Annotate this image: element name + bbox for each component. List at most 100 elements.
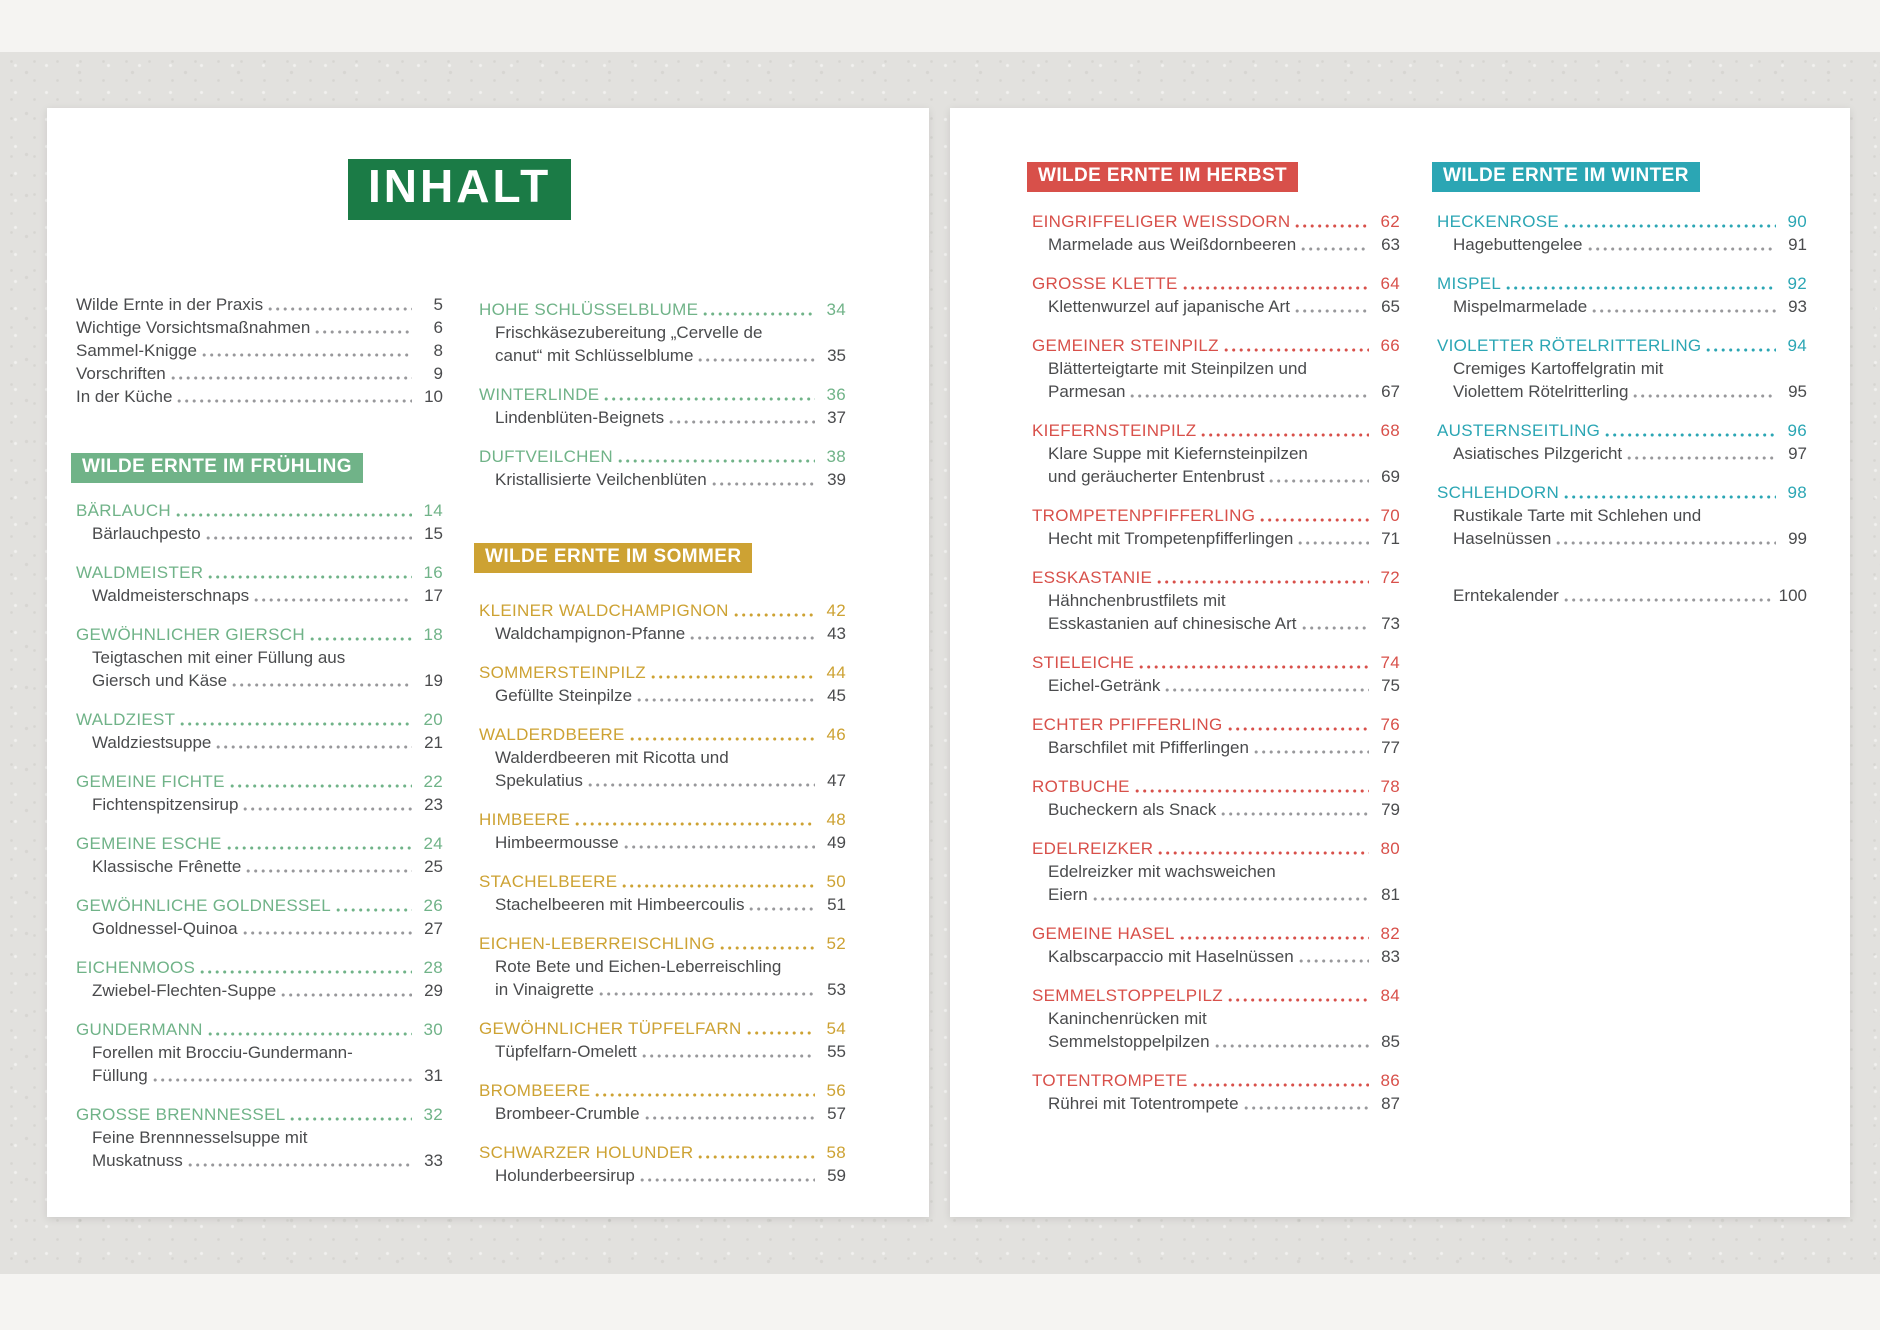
toc-entry: BÄRLAUCH 14 Bärlauchpesto 15 <box>76 499 443 545</box>
section-header-sommer: WILDE ERNTE IM SOMMER <box>474 543 753 573</box>
dot-leader <box>187 1149 412 1172</box>
dot-leader <box>641 1040 815 1063</box>
toc-entry: WALDMEISTER 16 Waldmeisterschnaps 17 <box>76 561 443 607</box>
recipe-row: Füllung 31 <box>76 1064 443 1087</box>
toc-label: Wilde Ernte in der Praxis <box>76 295 264 314</box>
dot-leader <box>177 385 412 408</box>
dot-leader <box>152 1064 412 1087</box>
dot-leader <box>1165 674 1369 697</box>
toc-label: Hagebuttengelee <box>1453 235 1583 254</box>
page-number: 98 <box>1787 483 1807 502</box>
recipe-row: Bucheckern als Snack 79 <box>1032 798 1400 821</box>
dot-leader <box>622 870 815 893</box>
toc-label: Frischkäsezubereitung „Cervelle de <box>495 323 763 342</box>
toc-entry: SCHWARZER HOLUNDER 58 Holunderbeersirup 59 <box>479 1141 846 1187</box>
dot-leader <box>201 339 412 362</box>
dot-leader <box>623 831 815 854</box>
left-column-1: Wilde Ernte in der Praxis 5 Wichtige Vorsi… <box>71 293 443 1188</box>
dot-leader <box>180 708 412 731</box>
toc-label: DUFTVEILCHEN <box>479 447 613 466</box>
dot-leader <box>1253 736 1369 759</box>
dot-leader <box>1587 233 1776 256</box>
dot-leader <box>595 1079 815 1102</box>
page-number: 24 <box>423 834 443 853</box>
recipe-row: Cremiges Kartoffelgratin mit <box>1437 357 1807 380</box>
page-number: 79 <box>1381 800 1400 819</box>
species-row: GROSSE KLETTE 64 <box>1032 272 1400 295</box>
species-row: GEMEINER STEINPILZ 66 <box>1032 334 1400 357</box>
page-number: 75 <box>1381 676 1400 695</box>
toc-label: Hähnchenbrustfilets mit <box>1048 591 1226 610</box>
page-number: 58 <box>826 1143 846 1162</box>
page-number: 19 <box>424 671 443 690</box>
recipe-row: Marmelade aus Weißdornbeeren 63 <box>1032 233 1400 256</box>
dot-leader <box>1157 566 1369 589</box>
dot-leader <box>1563 584 1774 607</box>
toc-label: Rührei mit Totentrompete <box>1048 1094 1239 1113</box>
species-row: WALDERDBEERE 46 <box>479 723 846 746</box>
toc-label: GROSSE BRENNNESSEL <box>76 1105 286 1124</box>
page-number: 9 <box>433 364 443 383</box>
toc-label: canut“ mit Schlüsselblume <box>495 346 694 365</box>
toc-label: KIEFERNSTEINPILZ <box>1032 421 1197 440</box>
page-number: 36 <box>826 385 846 404</box>
toc-label: GROSSE KLETTE <box>1032 274 1178 293</box>
page-number: 77 <box>1381 738 1400 757</box>
dot-leader <box>650 661 815 684</box>
recipe-row: Hagebuttengelee 91 <box>1437 233 1807 256</box>
page-number: 5 <box>433 295 443 314</box>
toc-label: Esskastanien auf chinesische Art <box>1048 614 1297 633</box>
dot-leader <box>690 622 815 645</box>
dot-leader <box>207 1018 412 1041</box>
toc-label: Blätterteigtarte mit Steinpilzen und <box>1048 359 1307 378</box>
species-row: SOMMERSTEINPILZ 44 <box>479 661 846 684</box>
page-number: 66 <box>1380 336 1400 355</box>
species-row: VIOLETTER RÖTELRITTERLING 94 <box>1437 334 1807 357</box>
page-title-text: INHALT <box>368 160 552 212</box>
dot-leader <box>1182 272 1369 295</box>
recipe-row: Kristallisierte Veilchenblüten 39 <box>479 468 846 491</box>
page-number: 93 <box>1788 297 1807 316</box>
recipe-row: Holunderbeersirup 59 <box>479 1164 846 1187</box>
page-number: 68 <box>1380 421 1400 440</box>
dot-leader <box>1214 1030 1369 1053</box>
toc-entry: GROSSE BRENNNESSEL 32 Feine Brennnesselsup… <box>76 1103 443 1172</box>
toc-label: WALDMEISTER <box>76 563 204 582</box>
species-row: WINTERLINDE 36 <box>479 383 846 406</box>
dot-leader <box>617 445 815 468</box>
dot-leader <box>1221 798 1369 821</box>
species-row: SCHLEHDORN 98 <box>1437 481 1807 504</box>
recipe-row: Hähnchenbrustfilets mit <box>1032 589 1400 612</box>
page-number: 65 <box>1381 297 1400 316</box>
toc-label: Teigtaschen mit einer Füllung aus <box>92 648 346 667</box>
page-number: 34 <box>826 300 846 319</box>
toc-label: HOHE SCHLÜSSELBLUME <box>479 300 699 319</box>
page-number: 76 <box>1380 715 1400 734</box>
dot-leader <box>336 894 412 917</box>
toc-label: EICHENMOOS <box>76 958 196 977</box>
recipe-row: Gefüllte Steinpilze 45 <box>479 684 846 707</box>
dot-leader <box>1633 380 1776 403</box>
dot-leader <box>1227 713 1369 736</box>
dot-leader <box>1706 334 1776 357</box>
page-number: 55 <box>827 1042 846 1061</box>
species-row: GUNDERMANN 30 <box>76 1018 443 1041</box>
dot-leader <box>1092 883 1369 906</box>
toc-entry: GEWÖHNLICHER GIERSCH 18 Teigtaschen mit ei… <box>76 623 443 692</box>
page-number: 82 <box>1380 924 1400 943</box>
toc-label: GUNDERMANN <box>76 1020 203 1039</box>
dot-leader <box>205 522 412 545</box>
toc-label: EINGRIFFELIGER WEISSDORN <box>1032 212 1291 231</box>
intro-row: Sammel-Knigge 8 <box>76 339 443 362</box>
toc-entry: HIMBEERE 48 Himbeermousse 49 <box>479 808 846 854</box>
page-number: 28 <box>423 958 443 977</box>
page-number: 70 <box>1380 506 1400 525</box>
dot-leader <box>1201 419 1369 442</box>
species-row: MISPEL 92 <box>1437 272 1807 295</box>
toc-entry: STIELEICHE 74 Eichel-Getränk 75 <box>1032 651 1400 697</box>
dot-leader <box>698 344 815 367</box>
dot-leader <box>749 893 815 916</box>
erntekalender-row: Erntekalender 100 <box>1437 584 1807 607</box>
toc-entry: WALDZIEST 20 Waldziestsuppe 21 <box>76 708 443 754</box>
